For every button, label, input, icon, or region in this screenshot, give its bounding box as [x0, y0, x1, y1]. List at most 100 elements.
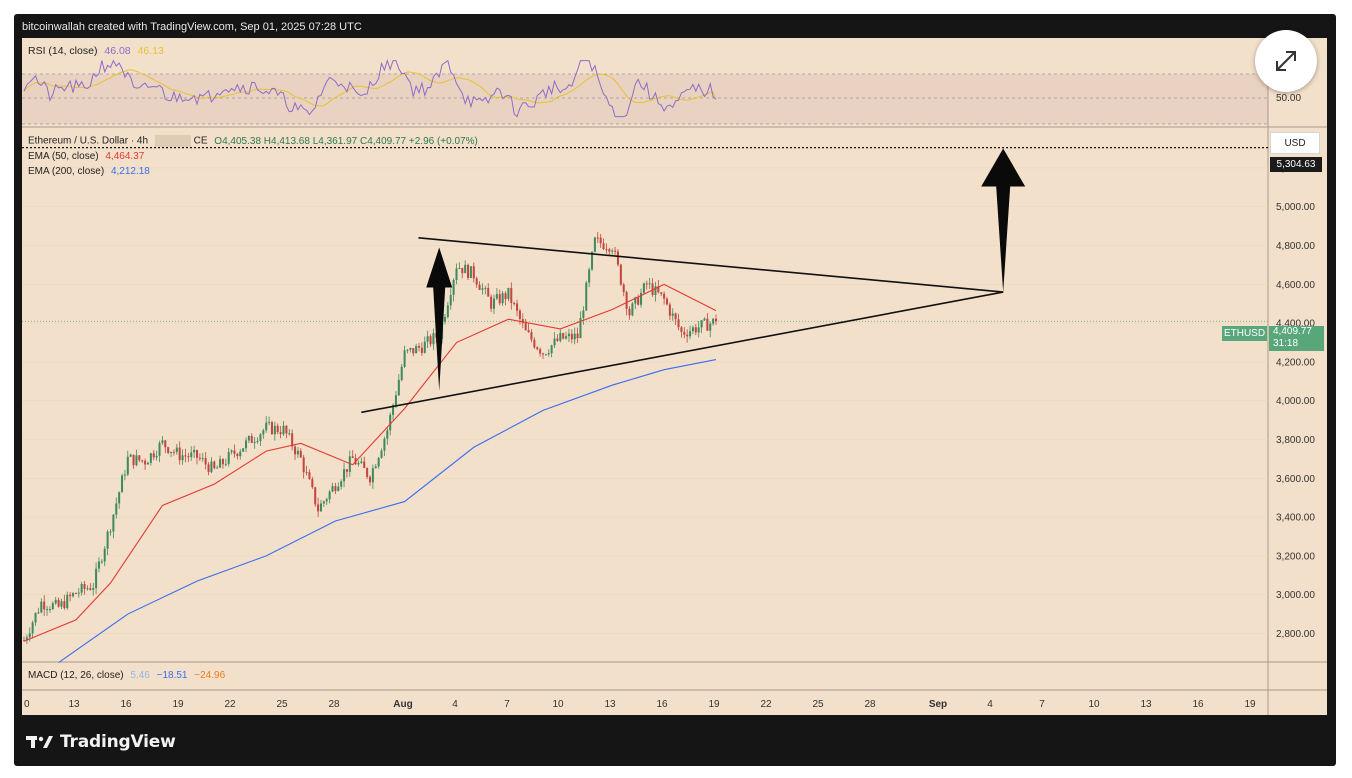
- candle-body: [541, 353, 545, 355]
- candle-body: [331, 486, 334, 492]
- rsi-legend: RSI (14, close) 46.08 46.13: [28, 45, 164, 57]
- candle-body: [432, 333, 435, 345]
- candle-body: [513, 303, 516, 305]
- bar-countdown: 31:18: [1273, 338, 1299, 349]
- candle-body: [374, 466, 377, 469]
- x-tick-label: 4: [452, 699, 458, 710]
- candle-body: [181, 455, 184, 461]
- candle-body: [611, 250, 614, 252]
- candle-body: [77, 592, 80, 594]
- candle-body: [487, 287, 490, 297]
- candle-body: [195, 449, 199, 458]
- ohlc-values: O4,405.38 H4,413.68 L4,361.97 C4,409.77 …: [214, 135, 478, 147]
- candle-body: [550, 345, 553, 354]
- candle-body: [559, 333, 562, 341]
- candle-body: [660, 292, 663, 294]
- axes: 5,200.005,000.004,800.004,600.004,400.00…: [24, 163, 1315, 710]
- candle-body: [273, 425, 276, 435]
- candle-body: [360, 461, 363, 463]
- x-tick-label: 7: [1039, 699, 1045, 710]
- candle-body: [193, 449, 196, 453]
- candle-body: [308, 472, 311, 480]
- candle-body: [322, 501, 325, 504]
- candle-body: [521, 319, 524, 323]
- candle-body: [481, 288, 484, 290]
- symbol-title[interactable]: Ethereum / U.S. Dollar · 4h: [28, 135, 149, 147]
- trendline-upper: [418, 236, 1004, 293]
- candle-body: [175, 447, 178, 452]
- candle-body: [129, 454, 132, 457]
- candle-body: [443, 317, 446, 322]
- candle-body: [366, 468, 369, 477]
- candle-body: [582, 310, 585, 319]
- candle-body: [689, 331, 692, 337]
- candle-body: [57, 599, 60, 607]
- rsi-label: RSI (14, close): [28, 45, 98, 57]
- candle-body: [170, 451, 173, 453]
- candle-body: [219, 459, 222, 468]
- candle-body: [686, 334, 689, 337]
- candle-body: [92, 588, 95, 590]
- candle-body: [256, 441, 259, 443]
- candle-body: [585, 282, 588, 311]
- candle-body: [631, 303, 634, 316]
- brand-name: TradingView: [60, 732, 176, 752]
- candle-body: [455, 268, 458, 280]
- rsi-level-label: 50.00: [1276, 93, 1302, 104]
- candle-body: [80, 583, 83, 593]
- currency-button[interactable]: USD: [1270, 132, 1320, 154]
- candle-body: [172, 451, 175, 453]
- candle-body: [591, 251, 594, 270]
- expand-button[interactable]: [1255, 30, 1317, 92]
- candle-body: [328, 491, 331, 500]
- candle-body: [596, 237, 599, 239]
- candle-body: [43, 601, 46, 610]
- candle-body: [161, 440, 164, 444]
- rsi-band: [22, 74, 1268, 124]
- candle-body: [213, 461, 216, 469]
- candle-body: [221, 459, 224, 465]
- candle-body: [495, 294, 498, 299]
- candle-body: [429, 336, 432, 345]
- candle-body: [640, 292, 643, 305]
- candle-body: [100, 561, 103, 563]
- chart-panel[interactable]: 5,200.005,000.004,800.004,600.004,400.00…: [22, 38, 1327, 715]
- candle-body: [236, 453, 239, 457]
- candle-body: [48, 609, 51, 611]
- tradingview-logo[interactable]: TradingView: [26, 732, 176, 752]
- candle-body: [34, 612, 37, 623]
- candle-body: [386, 430, 389, 439]
- y-tick-label: 2,800.00: [1276, 629, 1315, 640]
- candle-body: [530, 332, 533, 340]
- candle-body: [141, 460, 144, 462]
- candle-body: [132, 454, 135, 466]
- y-tick-label: 4,800.00: [1276, 241, 1315, 252]
- candle-body: [319, 503, 322, 512]
- candle-body: [556, 338, 559, 341]
- candle-body: [588, 269, 591, 283]
- x-tick-label: 28: [328, 699, 340, 710]
- candle-body: [680, 327, 683, 332]
- macd-histogram-value: −24.96: [194, 670, 226, 681]
- candle-body: [510, 287, 513, 304]
- last-price: 4,409.77: [1273, 326, 1312, 337]
- candle-body: [622, 284, 625, 293]
- candle-body: [207, 464, 210, 473]
- chart-canvas[interactable]: 5,200.005,000.004,800.004,600.004,400.00…: [22, 38, 1327, 715]
- ema50-legend: EMA (50, close) 4,464.37: [28, 151, 144, 162]
- candle-body: [452, 279, 455, 295]
- rsi-line: [23, 58, 717, 118]
- candle-body: [190, 452, 193, 458]
- candle-body: [420, 347, 423, 353]
- candle-body: [602, 243, 605, 250]
- candle-body: [573, 333, 576, 340]
- last-price-badge: 4,409.77 31:18: [1269, 326, 1324, 351]
- x-tick-label: 19: [172, 699, 184, 710]
- candle-body: [576, 333, 579, 339]
- flagpole-arrow: [426, 247, 453, 392]
- candle-body: [706, 318, 709, 331]
- candle-body: [409, 348, 412, 350]
- candle-body: [518, 310, 521, 320]
- candle-body: [553, 338, 556, 346]
- candle-body: [475, 278, 478, 285]
